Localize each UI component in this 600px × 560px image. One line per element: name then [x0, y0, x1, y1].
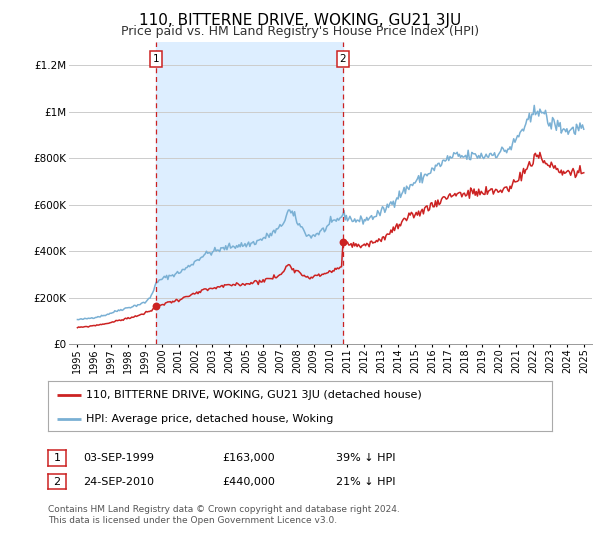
Text: 39% ↓ HPI: 39% ↓ HPI: [336, 453, 395, 463]
Text: 110, BITTERNE DRIVE, WOKING, GU21 3JU: 110, BITTERNE DRIVE, WOKING, GU21 3JU: [139, 13, 461, 28]
Text: HPI: Average price, detached house, Woking: HPI: Average price, detached house, Woki…: [86, 414, 333, 423]
Bar: [156, 42, 343, 344]
Text: 1: 1: [153, 54, 160, 64]
Text: Price paid vs. HM Land Registry's House Price Index (HPI): Price paid vs. HM Land Registry's House …: [121, 25, 479, 38]
Text: 2: 2: [53, 477, 61, 487]
Point: [338, 237, 348, 246]
Point: [151, 302, 161, 311]
Text: 1: 1: [53, 453, 61, 463]
Text: 2: 2: [340, 54, 346, 64]
Text: 110, BITTERNE DRIVE, WOKING, GU21 3JU (detached house): 110, BITTERNE DRIVE, WOKING, GU21 3JU (d…: [86, 390, 422, 400]
Text: £163,000: £163,000: [222, 453, 275, 463]
Text: This data is licensed under the Open Government Licence v3.0.: This data is licensed under the Open Gov…: [48, 516, 337, 525]
Text: 24-SEP-2010: 24-SEP-2010: [83, 477, 154, 487]
Text: 03-SEP-1999: 03-SEP-1999: [83, 453, 154, 463]
Text: Contains HM Land Registry data © Crown copyright and database right 2024.: Contains HM Land Registry data © Crown c…: [48, 505, 400, 514]
Text: 21% ↓ HPI: 21% ↓ HPI: [336, 477, 395, 487]
Text: £440,000: £440,000: [222, 477, 275, 487]
